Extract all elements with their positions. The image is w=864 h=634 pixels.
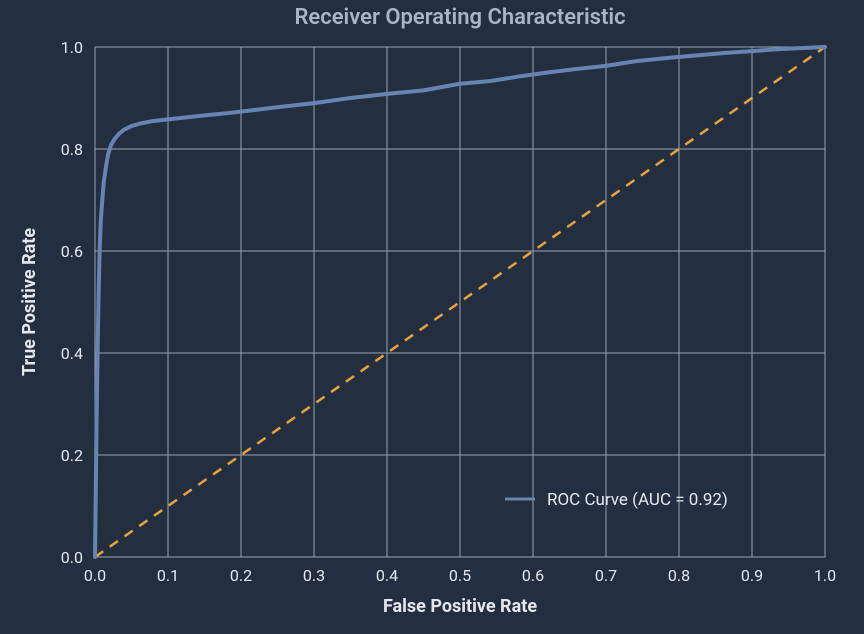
y-tick-label: 0.6 <box>61 242 83 261</box>
x-tick-label: 0.7 <box>595 566 617 585</box>
roc-chart: Receiver Operating Characteristic 0.0 0.1 0… <box>0 0 864 634</box>
x-tick-label: 0.0 <box>84 566 106 585</box>
legend-label: ROC Curve (AUC = 0.92) <box>547 490 728 510</box>
y-tick-label: 0.2 <box>61 446 83 465</box>
roc-chart-svg: Receiver Operating Characteristic 0.0 0.1 0… <box>0 0 864 634</box>
y-tick-label: 0.8 <box>61 140 83 159</box>
x-tick-label: 0.3 <box>303 566 325 585</box>
chart-bg <box>0 0 864 634</box>
x-axis-label: False Positive Rate <box>383 596 537 617</box>
y-tick-label: 1.0 <box>61 38 83 57</box>
chart-title: Receiver Operating Characteristic <box>294 5 625 30</box>
x-tick-label: 0.5 <box>449 566 471 585</box>
x-tick-label: 0.1 <box>157 566 179 585</box>
y-tick-label: 0.4 <box>61 344 83 363</box>
y-tick-label: 0.0 <box>61 548 83 567</box>
x-tick-label: 0.6 <box>522 566 544 585</box>
y-axis-label: True Positive Rate <box>19 228 40 376</box>
x-tick-label: 0.9 <box>741 566 763 585</box>
x-tick-label: 0.4 <box>376 566 398 585</box>
x-tick-label: 1.0 <box>814 566 836 585</box>
x-tick-label: 0.8 <box>668 566 690 585</box>
x-tick-label: 0.2 <box>230 566 252 585</box>
